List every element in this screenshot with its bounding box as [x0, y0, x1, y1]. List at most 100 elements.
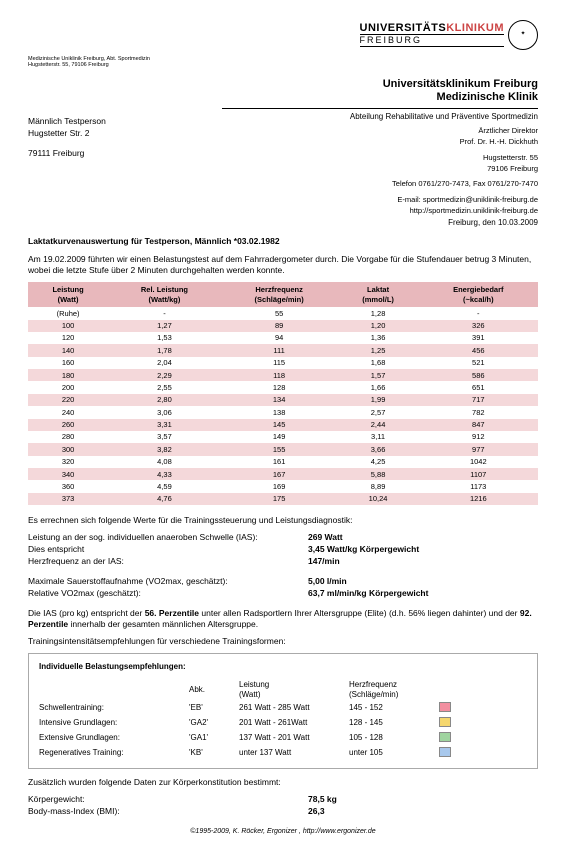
rec-cell: 137 Watt - 201 Watt: [239, 733, 349, 743]
table-cell: 2,44: [338, 419, 419, 431]
table-header: Energiebedarf(~kcal/h): [419, 282, 538, 307]
table-cell: 3,31: [108, 419, 221, 431]
table-cell: 651: [419, 381, 538, 393]
intro-text: Am 19.02.2009 führten wir einen Belastun…: [28, 254, 538, 276]
rec-cell: 145 - 152: [349, 703, 439, 713]
recipient-name: Männlich Testperson: [28, 116, 106, 128]
table-cell: 340: [28, 468, 108, 480]
rec-cell: 'GA2': [189, 718, 239, 728]
body-intro: Zusätzlich wurden folgende Daten zur Kör…: [28, 777, 538, 788]
table-row: 2202,801341,99717: [28, 394, 538, 406]
kv-row: Leistung an der sog. individuellen anaer…: [28, 532, 538, 544]
table-header: Herzfrequenz(Schläge/min): [221, 282, 338, 307]
table-cell: 1,25: [338, 344, 419, 356]
kv-key: Herzfrequenz an der IAS:: [28, 556, 308, 568]
table-cell: 1,78: [108, 344, 221, 356]
kv-row: Herzfrequenz an der IAS:147/min: [28, 556, 538, 568]
table-cell: 3,57: [108, 431, 221, 443]
lactate-table: Leistung(Watt)Rel. Leistung(Watt/kg)Herz…: [28, 282, 538, 505]
table-cell: 1173: [419, 480, 538, 492]
table-cell: 280: [28, 431, 108, 443]
table-cell: 167: [221, 468, 338, 480]
table-cell: 1042: [419, 456, 538, 468]
ias-values: Leistung an der sog. individuellen anaer…: [28, 532, 538, 568]
table-cell: 391: [419, 332, 538, 344]
rec-cell: 'GA1': [189, 733, 239, 743]
logo: UNIVERSITÄTSKLINIKUM FREIBURG ✦: [28, 20, 538, 50]
table-cell: 94: [221, 332, 338, 344]
table-cell: 320: [28, 456, 108, 468]
table-cell: 782: [419, 406, 538, 418]
derived-intro: Es errechnen sich folgende Werte für die…: [28, 515, 538, 526]
doc-date: Freiburg, den 10.03.2009: [28, 218, 538, 228]
table-cell: 145: [221, 419, 338, 431]
rec-intro: Trainingsintensitätsempfehlungen für ver…: [28, 636, 538, 647]
kv-value: 147/min: [308, 556, 340, 568]
table-cell: 5,88: [338, 468, 419, 480]
table-cell: 360: [28, 480, 108, 492]
table-cell: 521: [419, 357, 538, 369]
rec-cell: Abk.: [189, 685, 239, 695]
kv-key: Dies entspricht: [28, 544, 308, 556]
table-cell: 977: [419, 443, 538, 455]
table-cell: 3,06: [108, 406, 221, 418]
clinic-phone: Telefon 0761/270-7473, Fax 0761/270-7470: [28, 179, 538, 189]
kv-key: Maximale Sauerstoffaufnahme (VO2max, ges…: [28, 576, 308, 588]
inst-line1: Universitätsklinikum Freiburg: [28, 78, 538, 91]
recipient-city: 79111 Freiburg: [28, 148, 106, 160]
table-cell: 373: [28, 493, 108, 505]
kv-value: 269 Watt: [308, 532, 343, 544]
logo-uni2: FREIBURG: [360, 34, 504, 47]
table-cell: 2,57: [338, 406, 419, 418]
rec-cell: Intensive Grundlagen:: [39, 718, 189, 728]
table-row: 1802,291181,57586: [28, 369, 538, 381]
body-values: Körpergewicht:78,5 kgBody-mass-Index (BM…: [28, 794, 538, 818]
table-cell: 2,04: [108, 357, 221, 369]
rec-cell: 'EB': [189, 703, 239, 713]
table-cell: 155: [221, 443, 338, 455]
inst-line2: Medizinische Klinik: [28, 91, 538, 104]
report-title: Laktatkurvenauswertung für Testperson, M…: [28, 236, 538, 247]
rec-cell: unter 105: [349, 748, 439, 758]
logo-uni1: UNIVERSITÄTS: [360, 22, 447, 34]
table-cell: 1,36: [338, 332, 419, 344]
rec-cell: Regeneratives Training:: [39, 748, 189, 758]
rec-cell: 'KB': [189, 748, 239, 758]
table-cell: 3,66: [338, 443, 419, 455]
table-cell: 1,57: [338, 369, 419, 381]
rec-cell: unter 137 Watt: [239, 748, 349, 758]
percentile-text: Die IAS (pro kg) entspricht der 56. Perz…: [28, 608, 538, 630]
kv-row: Dies entspricht3,45 Watt/kg Körpergewich…: [28, 544, 538, 556]
table-cell: 8,89: [338, 480, 419, 492]
rec-cell: Herzfrequenz(Schläge/min): [349, 680, 439, 700]
table-cell: 1,66: [338, 381, 419, 393]
recipient-street: Hugstetter Str. 2: [28, 128, 106, 140]
kv-key: Leistung an der sog. individuellen anaer…: [28, 532, 308, 544]
color-swatch: [439, 717, 459, 730]
table-row: 2002,551281,66651: [28, 381, 538, 393]
table-cell: 300: [28, 443, 108, 455]
table-cell: 220: [28, 394, 108, 406]
table-cell: 138: [221, 406, 338, 418]
table-cell: 140: [28, 344, 108, 356]
table-cell: 161: [221, 456, 338, 468]
table-cell: 134: [221, 394, 338, 406]
color-swatch: [439, 747, 459, 760]
kv-value: 63,7 ml/min/kg Körpergewicht: [308, 588, 428, 600]
table-cell: 326: [419, 320, 538, 332]
table-cell: 3,11: [338, 431, 419, 443]
table-cell: 1,20: [338, 320, 419, 332]
divider: [222, 108, 538, 109]
kv-row: Body-mass-Index (BMI):26,3: [28, 806, 538, 818]
clinic-web: http://sportmedizin.uniklinik-freiburg.d…: [28, 206, 538, 216]
table-cell: 1107: [419, 468, 538, 480]
table-cell: 4,25: [338, 456, 419, 468]
table-cell: 1,28: [338, 307, 419, 319]
table-cell: 120: [28, 332, 108, 344]
rec-cell: 261 Watt - 285 Watt: [239, 703, 349, 713]
sender-line2: Hugstetterstr. 55, 79106 Freiburg: [28, 62, 538, 68]
table-cell: 180: [28, 369, 108, 381]
table-cell: 89: [221, 320, 338, 332]
table-header: Laktat(mmol/L): [338, 282, 419, 307]
clinic-email: E-mail: sportmedizin@uniklinik-freiburg.…: [28, 195, 538, 205]
